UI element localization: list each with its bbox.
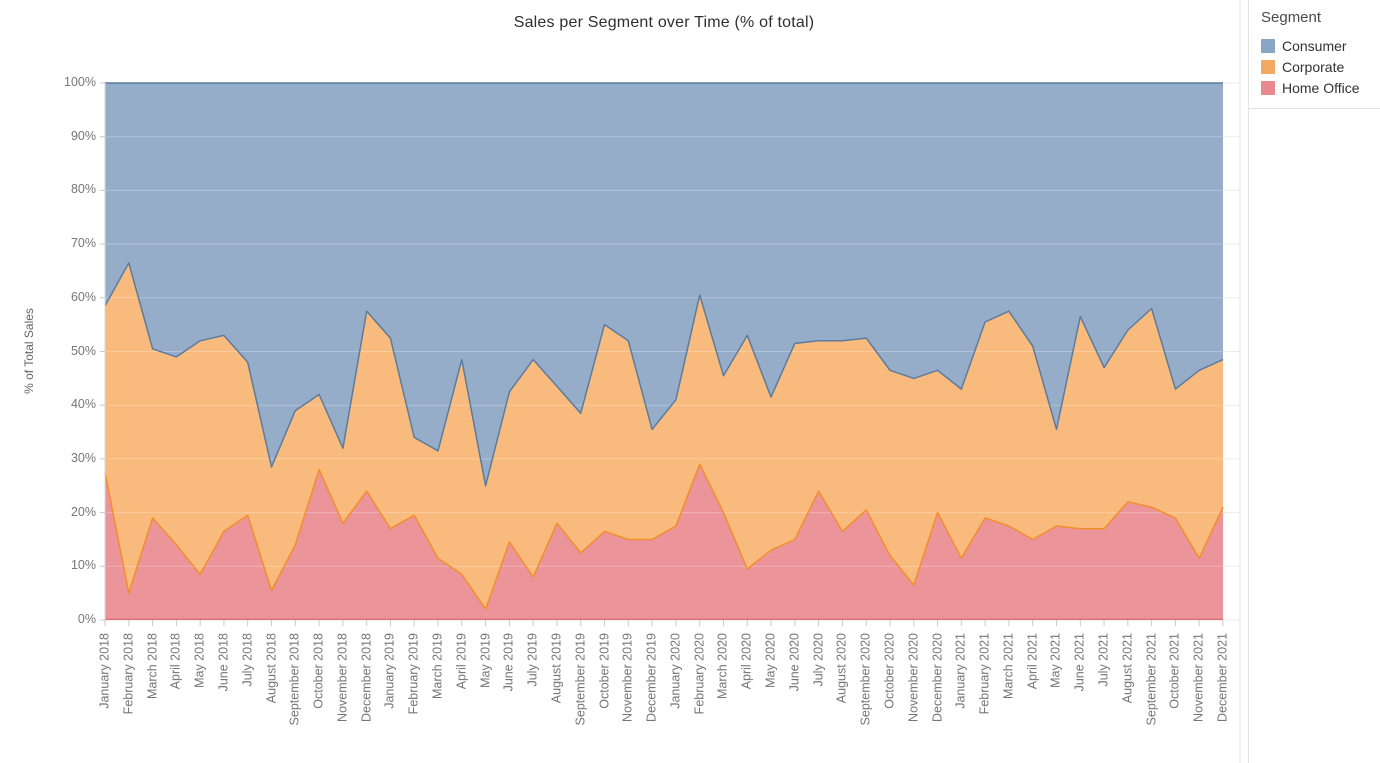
y-tick-label-80: 80% (70, 182, 96, 197)
x-tick-label: November 2021 (1191, 633, 1206, 722)
area-home-office[interactable] (105, 464, 1223, 620)
x-tick-label: March 2018 (145, 633, 160, 700)
x-tick-label: June 2019 (501, 633, 516, 692)
x-tick-label: June 2020 (787, 633, 802, 692)
x-tick-label: May 2019 (478, 633, 493, 688)
x-tick-label: April 2021 (1025, 633, 1040, 690)
x-tick-label: October 2019 (597, 633, 612, 709)
x-tick-label: March 2021 (1001, 633, 1016, 700)
x-tick-label: August 2020 (834, 633, 849, 704)
y-tick-label-0: 0% (77, 612, 96, 626)
y-tick-label-100: 100% (64, 75, 96, 89)
x-tick-label: January 2019 (382, 633, 397, 709)
legend-item-consumer[interactable]: Consumer (1261, 35, 1375, 56)
x-tick-label: May 2020 (763, 633, 778, 688)
x-tick-label: December 2021 (1215, 633, 1230, 722)
legend: Segment Consumer Corporate Home Office (1249, 0, 1380, 109)
x-tick-label: September 2020 (858, 633, 873, 726)
y-tick-label-30: 30% (70, 450, 96, 465)
y-tick-label-20: 20% (70, 504, 96, 519)
legend-swatch-home-office (1261, 80, 1275, 95)
area-consumer[interactable] (105, 83, 1223, 486)
x-tick-label: January 2020 (668, 633, 683, 709)
x-tick-label: July 2018 (240, 633, 255, 687)
x-tick-label: August 2018 (264, 633, 278, 704)
x-tick-label: June 2018 (216, 633, 231, 692)
x-tick-label: October 2020 (882, 633, 897, 709)
legend-item-home-office[interactable]: Home Office (1261, 77, 1375, 98)
x-tick-label: April 2018 (168, 633, 183, 690)
legend-item-corporate[interactable]: Corporate (1261, 56, 1375, 77)
x-tick-label: September 2019 (573, 633, 588, 726)
consumer-corporate-boundary (104, 262, 1224, 487)
y-tick-label-40: 40% (70, 397, 96, 412)
legend-swatch-consumer (1261, 38, 1275, 53)
x-tick-label: August 2021 (1120, 633, 1135, 704)
x-tick-label: December 2018 (359, 633, 374, 722)
x-tick-label: June 2021 (1072, 633, 1087, 692)
x-tick-label: January 2018 (97, 633, 112, 709)
x-tick-label: November 2019 (620, 633, 635, 722)
x-tick-label: February 2021 (977, 633, 992, 715)
x-tick-label: March 2019 (430, 633, 445, 700)
chart-card: Sales per Segment over Time (% of total)… (22, 0, 1241, 763)
x-tick-label: May 2018 (192, 633, 207, 688)
x-tick-label: October 2021 (1167, 633, 1182, 709)
x-tick-label: January 2021 (953, 633, 968, 709)
legend-item-label: Consumer (1282, 37, 1347, 54)
x-tick-label: November 2018 (335, 633, 350, 722)
x-tick-label: October 2018 (311, 633, 326, 709)
corporate-homeoffice-boundary (104, 463, 1224, 611)
x-tick-label: February 2020 (692, 633, 707, 715)
x-tick-label: April 2020 (739, 633, 754, 690)
x-tick-label: December 2020 (930, 633, 945, 722)
x-tick-label: July 2021 (1096, 633, 1111, 687)
y-tick-label-90: 90% (70, 128, 96, 143)
x-tick-label: July 2019 (525, 633, 540, 687)
x-tick-label: December 2019 (644, 633, 659, 722)
x-tick-label: August 2019 (549, 633, 564, 704)
y-tick-label-10: 10% (70, 558, 96, 573)
legend-item-label: Corporate (1282, 58, 1345, 75)
chart-title: Sales per Segment over Time (% of total) (513, 14, 815, 31)
x-tick-label: February 2018 (121, 633, 136, 715)
x-tick-label: September 2021 (1144, 633, 1159, 726)
chart-canvas (100, 0, 1241, 763)
x-tick-label: November 2020 (906, 633, 921, 722)
y-tick-label-60: 60% (70, 289, 96, 304)
x-tick-label: April 2019 (454, 633, 469, 690)
y-tick-label-50: 50% (70, 343, 96, 358)
legend-swatch-corporate (1261, 59, 1275, 74)
x-tick-label: February 2019 (406, 633, 421, 715)
x-tick-label: July 2020 (811, 633, 826, 687)
legend-title: Segment (1261, 9, 1322, 26)
x-tick-label: March 2020 (715, 633, 730, 700)
x-tick-label: September 2018 (287, 633, 302, 726)
legend-panel: Segment Consumer Corporate Home Office (1248, 0, 1380, 763)
legend-item-label: Home Office (1282, 79, 1360, 96)
x-tick-label: May 2021 (1048, 633, 1063, 688)
y-tick-label-70: 70% (70, 236, 96, 251)
